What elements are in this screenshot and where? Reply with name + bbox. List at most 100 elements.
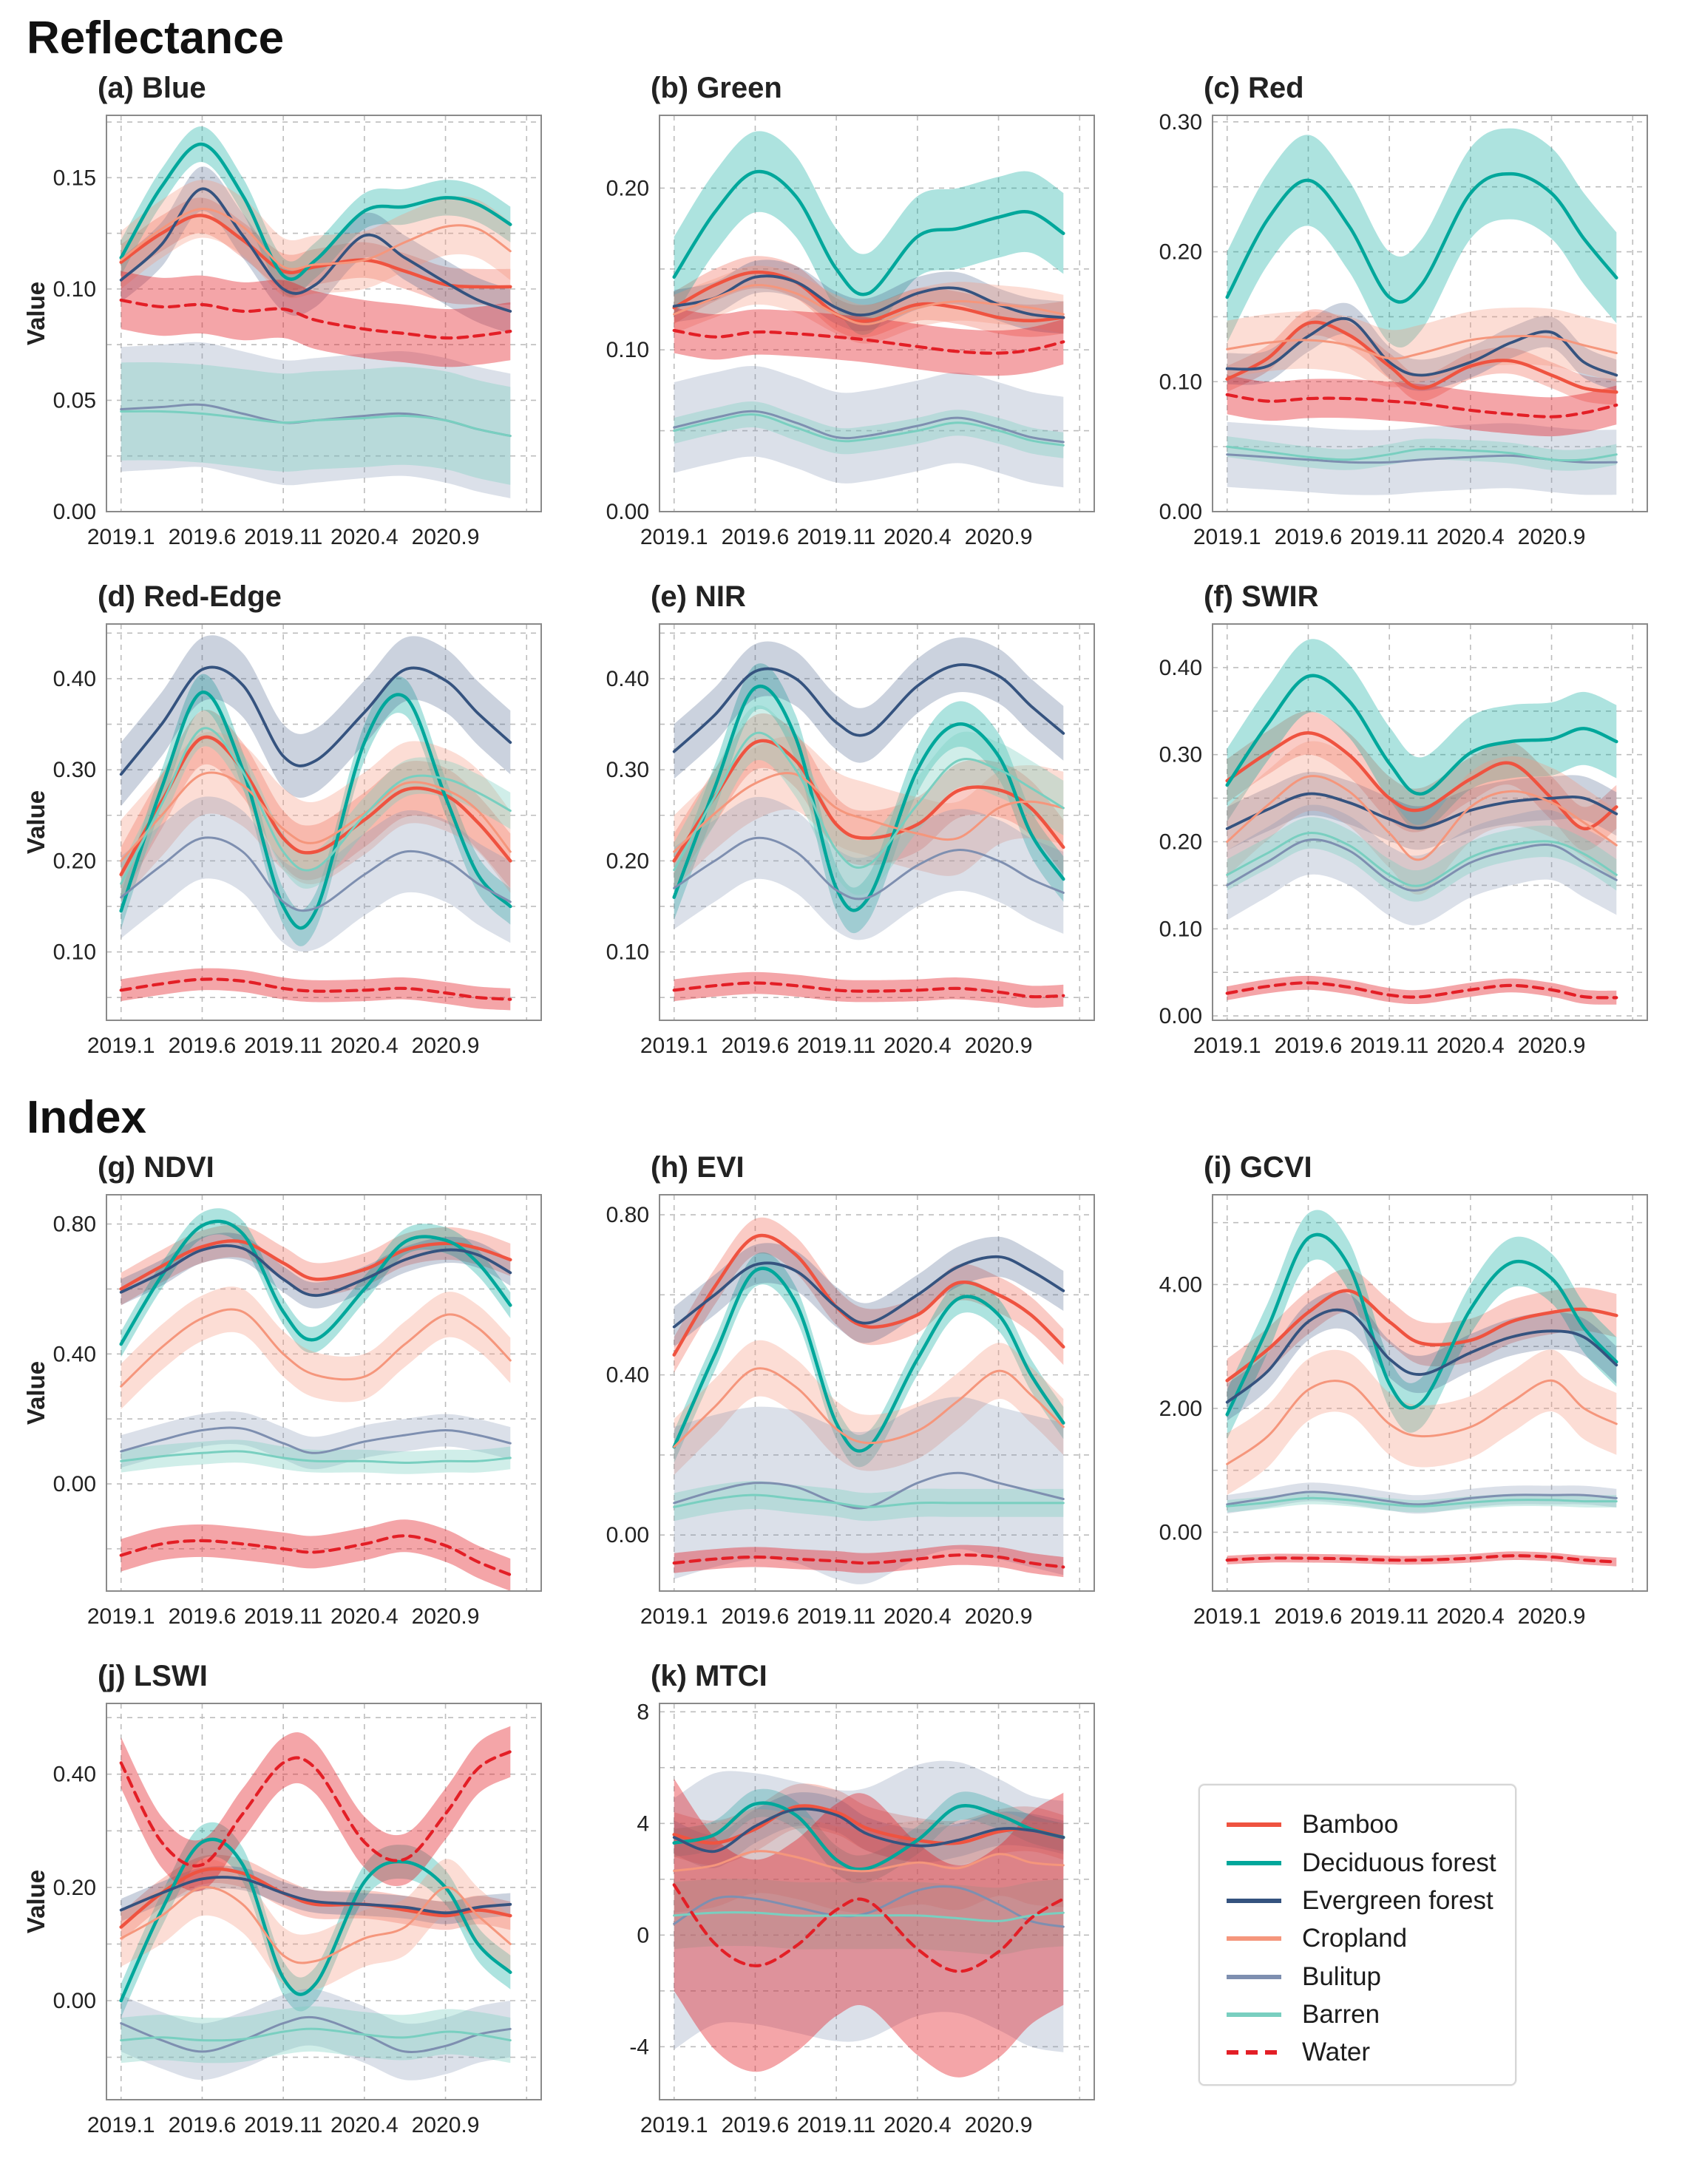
x-tick-label: 2019.1 [640,1034,708,1058]
line-barren [1226,445,1618,462]
plot-frame [1212,115,1648,513]
band-barren [674,1481,1064,1522]
y-tick-label: 0.10 [606,940,649,965]
legend-line-icon [1227,1899,1281,1904]
x-tick-label: 2019.6 [722,2113,790,2137]
y-tick-label: 0 [637,1924,649,1948]
line-water [119,298,512,340]
series-lines [1225,172,1618,464]
band-deciduous-forest [121,1822,511,2018]
x-tick-label: 2019.6 [169,525,237,549]
x-tick-label: 2020.9 [412,1604,480,1629]
x-tick-label: 2020.9 [1518,1034,1586,1058]
y-tick-label: 0.20 [53,849,96,874]
confidence-bands [674,131,1064,488]
band-deciduous-forest [674,1252,1064,1468]
x-tick-label: 2020.4 [884,1034,952,1058]
line-barren [1226,1497,1618,1508]
line-deciduous-forest [1225,1233,1618,1417]
line-cropland [1226,1380,1618,1466]
y-tick-label: -4 [629,2035,649,2060]
line-bamboo [1225,320,1618,394]
chart-cell-f: 0.00 0.10 0.20 0.30 0.40 2019.1 2019.6 2019.11 2… [1125,575,1678,1084]
line-bamboo [672,271,1065,324]
line-barren [120,410,512,438]
band-bamboo [1227,711,1617,851]
y-axis-label: Value [22,282,50,345]
plot-frame [106,115,542,513]
y-tick-label: 0.80 [606,1203,649,1227]
band-barren [674,1879,1064,1956]
line-barren [120,2028,512,2042]
band-barren [1227,436,1617,471]
series-lines [1225,674,1618,1000]
plot-frame [1212,623,1648,1022]
legend-line-icon [1227,2050,1281,2055]
band-evergreen-forest [674,260,1064,334]
y-tick-label: 0.10 [1159,917,1202,941]
confidence-bands [121,635,511,1011]
plot-frame [659,623,1095,1022]
panel-title-k: (k) MTCI [651,1660,767,1692]
band-bamboo [121,1224,511,1306]
legend-label: Bulitup [1302,1961,1382,1991]
line-bulitup [1226,838,1618,892]
chart-f-swir: 0.00 0.10 0.20 0.30 0.40 2019.1 2019.6 2019.11 2… [1159,580,1648,1058]
x-tick-label: 2019.11 [244,2113,322,2137]
x-tick-label: 2020.4 [884,525,952,549]
line-barren [120,1450,512,1465]
x-tick-label: 2020.9 [965,1604,1033,1629]
line-evergreen-forest [119,1876,512,1915]
gridlines [660,1703,1094,2100]
y-tick-label: 0.20 [606,849,649,874]
band-barren [121,362,511,486]
line-barren [673,1911,1065,1923]
y-tick-label: 0.10 [1159,370,1202,394]
line-evergreen-forest [672,274,1065,319]
line-cropland [673,772,1065,853]
line-cropland [120,1308,512,1388]
y-tick-label: 0.40 [1159,656,1202,680]
y-tick-label: 0.00 [606,1524,649,1548]
gridlines [660,1195,1094,1592]
confidence-bands [1227,639,1617,1005]
y-tick-label: 0.20 [1159,830,1202,855]
x-tick-label: 2019.6 [1275,1604,1343,1629]
band-bamboo [121,197,511,305]
x-tick-label: 2019.1 [1193,525,1261,549]
line-barren [1226,832,1618,887]
chart-cell-a: 0.00 0.05 0.10 0.15 2019.1 2019.6 2019.11 2020.… [19,67,572,575]
index-row-2: 0.00 0.20 0.40 2019.1 2019.6 2019.11 2020.4 202… [19,1655,1702,2163]
x-tick-label: 2020.9 [412,525,480,549]
band-deciduous-forest [674,131,1064,336]
series-lines [672,663,1065,999]
series-lines [119,665,512,1001]
band-evergreen-forest [121,166,511,334]
band-bulitup [674,366,1064,488]
x-tick-label: 2019.11 [244,1604,322,1629]
line-cropland [120,208,512,271]
legend: Bamboo Deciduous forest Evergreen forest Cr… [1198,1784,1516,2086]
chart-e-nir: 0.10 0.20 0.30 0.40 2019.1 2019.6 2019.11 2020.… [606,580,1095,1058]
legend-item-cropland: Cropland [1225,1922,1496,1956]
x-tick-label: 2020.4 [884,1604,952,1629]
line-evergreen-forest [119,1244,512,1298]
chart-j-lswi: 0.00 0.20 0.40 2019.1 2019.6 2019.11 2020.4 202… [22,1660,542,2137]
band-deciduous-forest [121,126,511,298]
y-tick-label: 0.00 [606,500,649,524]
band-cropland [674,1340,1064,1476]
band-water [674,308,1064,376]
legend-line-icon [1227,1822,1281,1828]
chart-c-red: 0.00 0.10 0.20 0.30 2019.1 2019.6 2019.11 2020.… [1159,72,1648,549]
band-water [674,1779,1064,2078]
line-deciduous-forest [1225,674,1618,796]
chart-cell-g: 0.00 0.40 0.80 2019.1 2019.6 2019.11 2020.4 202… [19,1146,572,1655]
confidence-bands [1227,1210,1617,1567]
band-bamboo [674,1218,1064,1374]
plot-frame [106,623,542,1022]
line-deciduous-forest [119,1220,512,1346]
x-tick-label: 2020.9 [965,2113,1033,2137]
chart-cell-j: 0.00 0.20 0.40 2019.1 2019.6 2019.11 2020.4 202… [19,1655,572,2163]
panel-title-d: (d) Red-Edge [98,580,282,613]
